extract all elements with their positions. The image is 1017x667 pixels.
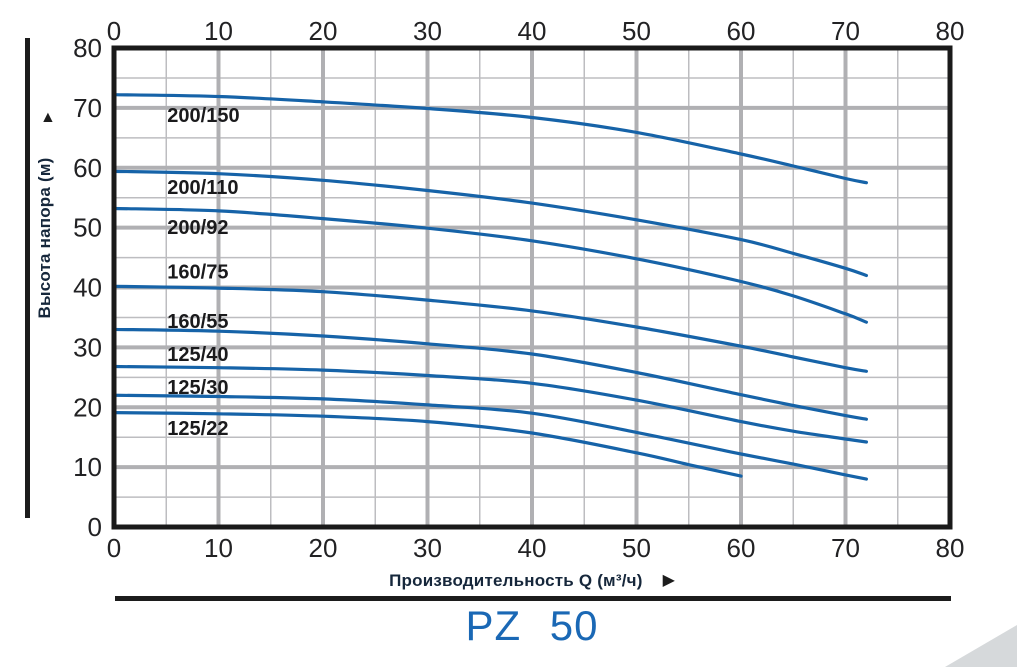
x-tick-top-0: 0 (107, 16, 121, 46)
curve-160/55 (112, 327, 868, 421)
x-axis-arrow-icon: ▶ (662, 572, 675, 589)
tick-labels: 0010102020303040405050606070708080010203… (73, 16, 964, 563)
curve-200/150 (112, 93, 868, 185)
x-tick-bottom-60: 60 (727, 533, 756, 563)
x-tick-bottom-10: 10 (204, 533, 233, 563)
y-tick-30: 30 (73, 332, 102, 362)
x-tick-top-30: 30 (413, 16, 442, 46)
x-tick-top-60: 60 (727, 16, 756, 46)
curve-label-200/110: 200/110 (167, 177, 238, 199)
x-tick-top-70: 70 (831, 16, 860, 46)
y-tick-50: 50 (73, 213, 102, 243)
y-tick-10: 10 (73, 452, 102, 482)
y-tick-20: 20 (73, 392, 102, 422)
y-tick-60: 60 (73, 153, 102, 183)
y-axis-arrow-icon: ▲ (40, 109, 56, 126)
x-tick-bottom-20: 20 (309, 533, 338, 563)
x-axis-title: Производительность Q (м³/ч) (389, 571, 643, 590)
curve-label-125/22: 125/22 (167, 418, 228, 440)
curve-label-125/30: 125/30 (167, 377, 228, 399)
x-tick-top-40: 40 (518, 16, 547, 46)
curve-125/22 (112, 411, 743, 478)
x-tick-bottom-50: 50 (622, 533, 651, 563)
x-tick-bottom-30: 30 (413, 533, 442, 563)
curve-labels: 200/150 200/110 200/92 160/75 160/55 125/40 12… (167, 105, 239, 440)
y-tick-70: 70 (73, 93, 102, 123)
x-tick-bottom-0: 0 (107, 533, 121, 563)
y-tick-0: 0 (88, 512, 102, 542)
curve-125/40 (112, 364, 868, 444)
x-axis-title-row: Производительность Q (м³/ч) ▶ (114, 570, 950, 592)
curve-label-200/150: 200/150 (167, 105, 239, 127)
x-tick-bottom-70: 70 (831, 533, 860, 563)
curve-label-200/92: 200/92 (167, 217, 228, 239)
x-tick-bottom-80: 80 (936, 533, 965, 563)
curve-200/92 (112, 206, 868, 324)
axis-underline-bar (115, 596, 951, 601)
corner-decoration (945, 625, 1017, 667)
x-tick-top-50: 50 (622, 16, 651, 46)
x-tick-bottom-40: 40 (518, 533, 547, 563)
x-tick-top-20: 20 (309, 16, 338, 46)
curve-160/75 (112, 284, 868, 373)
curve-label-160/75: 160/75 (167, 261, 228, 283)
curve-label-160/55: 160/55 (167, 311, 228, 333)
y-axis-title: Высота напора (м) (35, 157, 54, 319)
model-title: PZ 50 (465, 602, 599, 649)
y-tick-80: 80 (73, 33, 102, 63)
curves (112, 93, 868, 481)
plot-border (111, 45, 953, 530)
x-tick-top-80: 80 (936, 16, 965, 46)
curve-125/30 (112, 393, 868, 481)
curve-200/110 (112, 169, 868, 278)
curve-label-125/40: 125/40 (167, 344, 228, 366)
x-tick-top-10: 10 (204, 16, 233, 46)
y-tick-40: 40 (73, 273, 102, 303)
left-accent-bar (25, 38, 30, 518)
